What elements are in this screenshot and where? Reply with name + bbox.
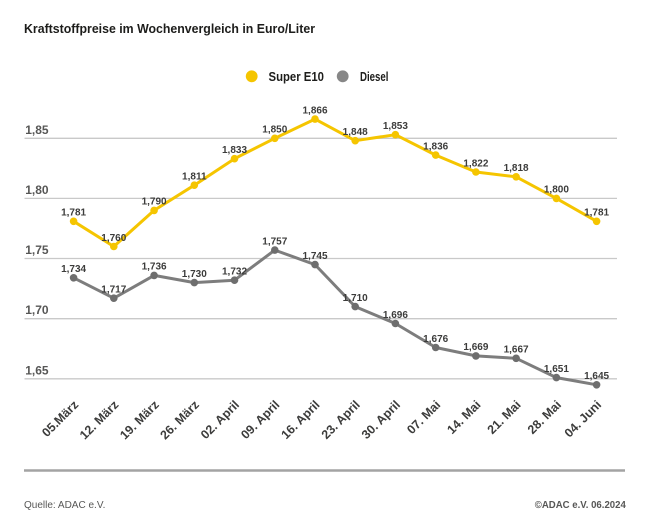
svg-text:09. April: 09. April [238, 398, 282, 442]
svg-text:1,833: 1,833 [222, 145, 247, 156]
svg-text:Quelle: ADAC e.V.: Quelle: ADAC e.V. [24, 500, 105, 511]
svg-text:1,822: 1,822 [463, 158, 488, 169]
svg-text:1,745: 1,745 [302, 251, 327, 262]
svg-text:1,70: 1,70 [25, 303, 49, 317]
svg-text:1,760: 1,760 [101, 233, 126, 244]
svg-text:1,667: 1,667 [504, 345, 529, 356]
svg-text:1,669: 1,669 [463, 342, 488, 353]
svg-text:Super E10: Super E10 [269, 69, 325, 84]
svg-text:Kraftstoffpreise im Wochenverg: Kraftstoffpreise im Wochenvergleich in E… [24, 21, 315, 36]
svg-text:1,848: 1,848 [343, 127, 368, 138]
svg-text:1,781: 1,781 [61, 208, 86, 219]
svg-text:19. März: 19. März [117, 398, 161, 442]
svg-text:1,730: 1,730 [182, 269, 207, 280]
svg-text:Diesel: Diesel [360, 69, 389, 84]
svg-text:1,651: 1,651 [544, 364, 569, 375]
svg-text:1,676: 1,676 [423, 334, 448, 345]
svg-text:1,853: 1,853 [383, 121, 408, 132]
svg-text:23. April: 23. April [319, 398, 363, 442]
svg-text:1,80: 1,80 [25, 183, 49, 197]
svg-text:1,790: 1,790 [142, 197, 167, 208]
svg-text:1,710: 1,710 [343, 293, 368, 304]
svg-text:02. April: 02. April [198, 398, 242, 442]
svg-text:05.März: 05.März [39, 398, 81, 440]
svg-text:1,866: 1,866 [302, 105, 327, 116]
svg-text:26. März: 26. März [157, 398, 201, 442]
svg-text:1,850: 1,850 [262, 125, 287, 136]
svg-text:1,800: 1,800 [544, 185, 569, 196]
svg-text:28. Mai: 28. Mai [525, 398, 564, 437]
svg-text:1,734: 1,734 [61, 264, 86, 275]
svg-text:21. Mai: 21. Mai [485, 398, 524, 437]
svg-text:1,65: 1,65 [25, 363, 49, 377]
svg-text:1,645: 1,645 [584, 371, 609, 382]
svg-text:07. Mai: 07. Mai [404, 398, 443, 437]
svg-text:1,732: 1,732 [222, 267, 247, 278]
svg-text:1,836: 1,836 [423, 141, 448, 152]
svg-text:16. April: 16. April [278, 398, 322, 442]
svg-text:1,781: 1,781 [584, 208, 609, 219]
svg-text:1,717: 1,717 [101, 285, 126, 296]
svg-text:1,736: 1,736 [142, 262, 167, 273]
svg-text:1,85: 1,85 [25, 123, 49, 137]
svg-text:1,818: 1,818 [504, 163, 529, 174]
svg-text:30. April: 30. April [359, 398, 403, 442]
svg-text:04. Juni: 04. Juni [562, 398, 605, 441]
svg-text:14. Mai: 14. Mai [444, 398, 483, 437]
svg-text:©ADAC e.V. 06.2024: ©ADAC e.V. 06.2024 [535, 500, 626, 511]
svg-text:12. März: 12. März [77, 398, 121, 442]
svg-text:1,696: 1,696 [383, 310, 408, 321]
svg-text:1,75: 1,75 [25, 243, 49, 257]
svg-text:1,811: 1,811 [182, 172, 207, 183]
svg-text:1,757: 1,757 [262, 236, 287, 247]
